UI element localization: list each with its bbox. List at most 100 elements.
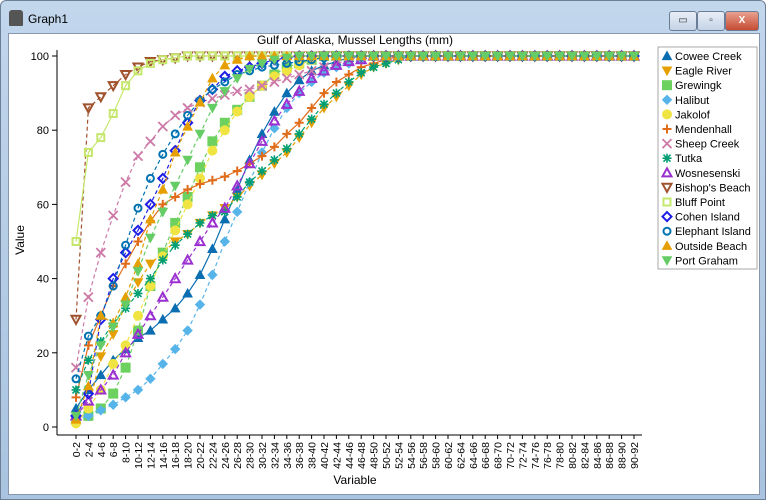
x-tick-label: 72-74	[517, 442, 529, 469]
x-tick-label: 74-76	[530, 442, 542, 469]
data-point	[344, 77, 354, 87]
data-point	[243, 157, 256, 169]
data-point	[269, 76, 280, 88]
series-line-outside-beach	[75, 55, 634, 420]
data-point	[307, 103, 317, 113]
legend-marker-icon	[661, 240, 673, 250]
data-point	[120, 177, 131, 188]
series-line-halibut	[75, 55, 634, 421]
data-point	[83, 147, 93, 157]
data-point	[207, 243, 218, 254]
data-point	[319, 88, 329, 98]
data-point	[121, 81, 131, 91]
data-point	[305, 71, 318, 83]
data-point	[145, 373, 156, 384]
data-point	[170, 53, 180, 63]
data-point	[145, 325, 156, 335]
data-point	[144, 309, 157, 321]
data-point	[232, 192, 242, 202]
close-button[interactable]: X	[725, 11, 759, 31]
data-point	[157, 184, 169, 194]
data-point	[83, 380, 94, 391]
minimize-button[interactable]: ▭	[669, 11, 697, 31]
x-tick-label: 84-86	[592, 442, 604, 469]
series-line-port-graham	[75, 55, 634, 417]
data-point	[132, 267, 144, 277]
y-tick-label: 60	[37, 199, 49, 211]
data-point	[182, 325, 193, 336]
data-point	[306, 51, 317, 62]
data-point	[256, 80, 268, 91]
legend-marker-icon	[662, 124, 672, 134]
data-point	[157, 121, 168, 132]
data-point	[579, 51, 590, 62]
x-tick-label: 16-18	[170, 442, 182, 469]
x-tick-label: 80-82	[567, 442, 579, 469]
legend-item: Wosnesenski	[675, 168, 740, 180]
x-tick-label: 58-60	[431, 442, 443, 469]
data-point	[83, 410, 94, 422]
data-point	[107, 81, 120, 93]
data-point	[194, 299, 206, 310]
data-point	[94, 92, 107, 104]
data-point	[591, 51, 603, 62]
data-point	[132, 224, 144, 237]
legend-item: Grewingk	[675, 80, 722, 92]
y-axis-label: Value	[13, 225, 27, 255]
data-point	[331, 77, 341, 87]
legend-marker-icon	[662, 197, 672, 207]
data-point	[380, 51, 392, 62]
data-point	[119, 69, 132, 82]
data-point	[183, 51, 193, 61]
chart-title: Gulf of Alaska, Mussel Lengths (mm)	[257, 33, 453, 47]
x-tick-label: 18-20	[183, 442, 195, 469]
data-point	[133, 237, 143, 246]
data-point	[132, 278, 144, 288]
data-point	[107, 322, 119, 333]
data-point	[82, 394, 95, 406]
x-tick-label: 66-68	[480, 442, 492, 469]
series-line-cowee-creek	[75, 55, 634, 409]
data-point	[244, 84, 255, 95]
data-point	[194, 96, 206, 107]
x-tick-label: 52-54	[393, 442, 405, 469]
window-title: Graph1	[28, 12, 69, 26]
data-point	[183, 229, 193, 239]
data-point	[144, 198, 157, 211]
data-point	[181, 253, 194, 265]
data-point	[255, 134, 269, 146]
data-point	[282, 144, 292, 154]
data-point	[342, 55, 355, 67]
data-point	[156, 172, 169, 185]
x-tick-label: 88-90	[617, 442, 629, 469]
data-point	[393, 51, 404, 62]
data-point	[282, 129, 292, 139]
data-point	[133, 310, 143, 321]
data-point	[133, 66, 143, 76]
data-point	[455, 51, 466, 62]
data-point	[83, 355, 93, 365]
series-line-tutka	[75, 55, 634, 391]
data-point	[232, 166, 242, 176]
data-point	[170, 240, 180, 250]
data-point	[369, 62, 379, 72]
data-point	[131, 327, 145, 339]
data-point	[183, 185, 193, 195]
data-point	[169, 181, 181, 192]
data-point	[83, 340, 93, 350]
data-point	[628, 51, 640, 62]
data-point	[182, 287, 193, 298]
data-point	[95, 352, 107, 363]
data-point	[219, 213, 231, 224]
data-point	[405, 51, 417, 62]
data-point	[119, 346, 132, 358]
data-point	[158, 55, 168, 65]
data-point	[194, 269, 206, 279]
data-point	[157, 313, 169, 324]
x-tick-label: 4-6	[96, 442, 108, 457]
title-bar[interactable]: Graph1 ▭ ▫ X	[1, 1, 765, 31]
data-point	[616, 51, 627, 62]
data-point	[479, 51, 491, 62]
data-point	[207, 84, 217, 94]
maximize-button[interactable]: ▫	[697, 11, 725, 31]
